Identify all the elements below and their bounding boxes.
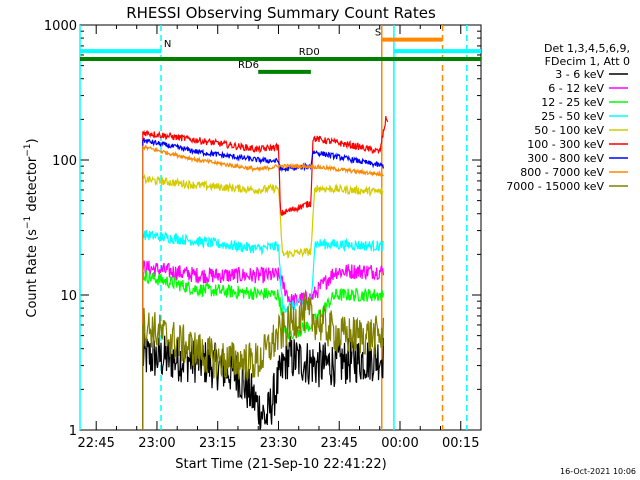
y-axis-title-end: ) <box>25 138 40 143</box>
legend-entry-label: 25 - 50 keV <box>541 110 604 123</box>
legend-entry-label: 12 - 25 keV <box>541 96 604 109</box>
y-axis-title-pre: Count Rate (s <box>25 229 40 318</box>
series-line <box>142 270 384 430</box>
legend-entry-label: 7000 - 15000 keV <box>506 180 604 193</box>
status-bar-label: N <box>164 39 171 50</box>
series-line <box>142 292 384 430</box>
series-line <box>142 260 384 430</box>
y-axis-title-sup1: −1 <box>23 216 33 229</box>
y-tick-label: 10 <box>60 289 77 304</box>
y-tick-label: 1 <box>69 424 77 439</box>
series-line <box>142 173 384 430</box>
y-axis-title-sup2: −1 <box>23 143 33 156</box>
plot-area: 1 10 100 1000 22:45 23:00 23:15 23:30 23:45 00:00… <box>44 19 482 451</box>
legend-entry-label: 100 - 300 keV <box>527 138 604 151</box>
x-tick-label: 00:00 <box>381 436 418 451</box>
legend-entry-label: 800 - 7000 keV <box>520 166 604 179</box>
x-tick-label: 22:45 <box>77 436 114 451</box>
series-line <box>142 115 389 430</box>
legend-entry-label: 6 - 12 keV <box>548 82 604 95</box>
chart-title: RHESSI Observing Summary Count Rates <box>126 4 436 22</box>
series-line <box>142 144 384 430</box>
series-line <box>142 137 384 430</box>
x-tick-label: 23:15 <box>199 436 236 451</box>
footer-timestamp: 16-Oct-2021 10:06 <box>560 467 636 476</box>
x-tick-label: 00:15 <box>442 436 479 451</box>
x-tick-label: 23:30 <box>260 436 297 451</box>
legend-entry-label: 50 - 100 keV <box>534 124 604 137</box>
status-bar-label: RD6 <box>238 60 259 71</box>
y-tick-label: 1000 <box>44 19 77 34</box>
y-tick-label: 100 <box>52 154 77 169</box>
status-bar-label: S <box>375 28 381 39</box>
y-axis-title: Count Rate (s−1 detector−1) <box>23 138 40 317</box>
series-line <box>142 333 384 431</box>
legend: Det 1,3,4,5,6,9,FDecim 1, Att 03 - 6 keV… <box>506 42 630 193</box>
x-tick-label: 23:00 <box>138 436 175 451</box>
legend-entry-label: 300 - 800 keV <box>527 152 604 165</box>
legend-header-line: Det 1,3,4,5,6,9, <box>544 42 630 55</box>
x-tick-label: 23:45 <box>320 436 357 451</box>
status-bar-label: RD0 <box>299 47 320 58</box>
legend-entry-label: 3 - 6 keV <box>555 68 604 81</box>
x-axis-title: Start Time (21-Sep-10 22:41:22) <box>175 457 386 472</box>
series-line <box>142 229 384 430</box>
y-axis-title-mid: detector <box>25 156 40 216</box>
legend-header-line: FDecim 1, Att 0 <box>545 55 630 68</box>
